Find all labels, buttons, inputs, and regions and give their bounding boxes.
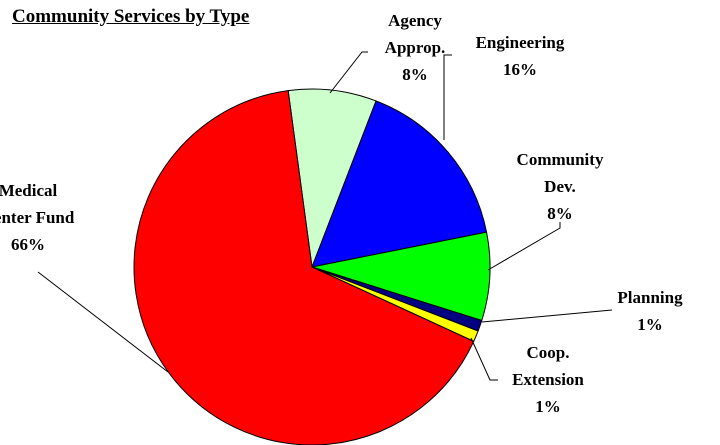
slice-label: Planning 1% — [600, 284, 700, 338]
leader-line — [487, 222, 561, 271]
slice-label: Agency Approp. 8% — [370, 7, 460, 88]
category-label: Community Dev. — [516, 150, 604, 196]
slice-label: Community Dev. 8% — [505, 146, 615, 227]
value-label: 1% — [535, 397, 561, 416]
slice-label: Medical Center Fund 66% — [0, 177, 83, 258]
leader-line — [37, 271, 169, 373]
value-label: 16% — [503, 60, 537, 79]
category-label: Coop. Extension — [512, 343, 584, 389]
category-label: Medical Center Fund — [0, 181, 75, 227]
category-label: Planning — [617, 288, 683, 307]
value-label: 8% — [402, 65, 428, 84]
pie-slice — [287, 88, 377, 268]
slice-label: Engineering 16% — [460, 29, 580, 83]
leader-line — [329, 51, 368, 94]
value-label: 1% — [637, 315, 663, 334]
category-label: Agency Approp. — [384, 11, 446, 57]
leader-line — [443, 54, 452, 140]
pie-slice — [311, 231, 491, 322]
value-label: 8% — [547, 204, 573, 223]
pie-slice — [311, 100, 488, 268]
chart-title: Community Services by Type — [12, 6, 250, 27]
pie-slice — [133, 90, 475, 445]
value-label: 66% — [11, 235, 45, 254]
category-label: Engineering — [475, 33, 565, 52]
leader-line — [470, 337, 498, 381]
leader-line — [481, 309, 613, 323]
slice-label: Coop. Extension 1% — [498, 339, 598, 420]
